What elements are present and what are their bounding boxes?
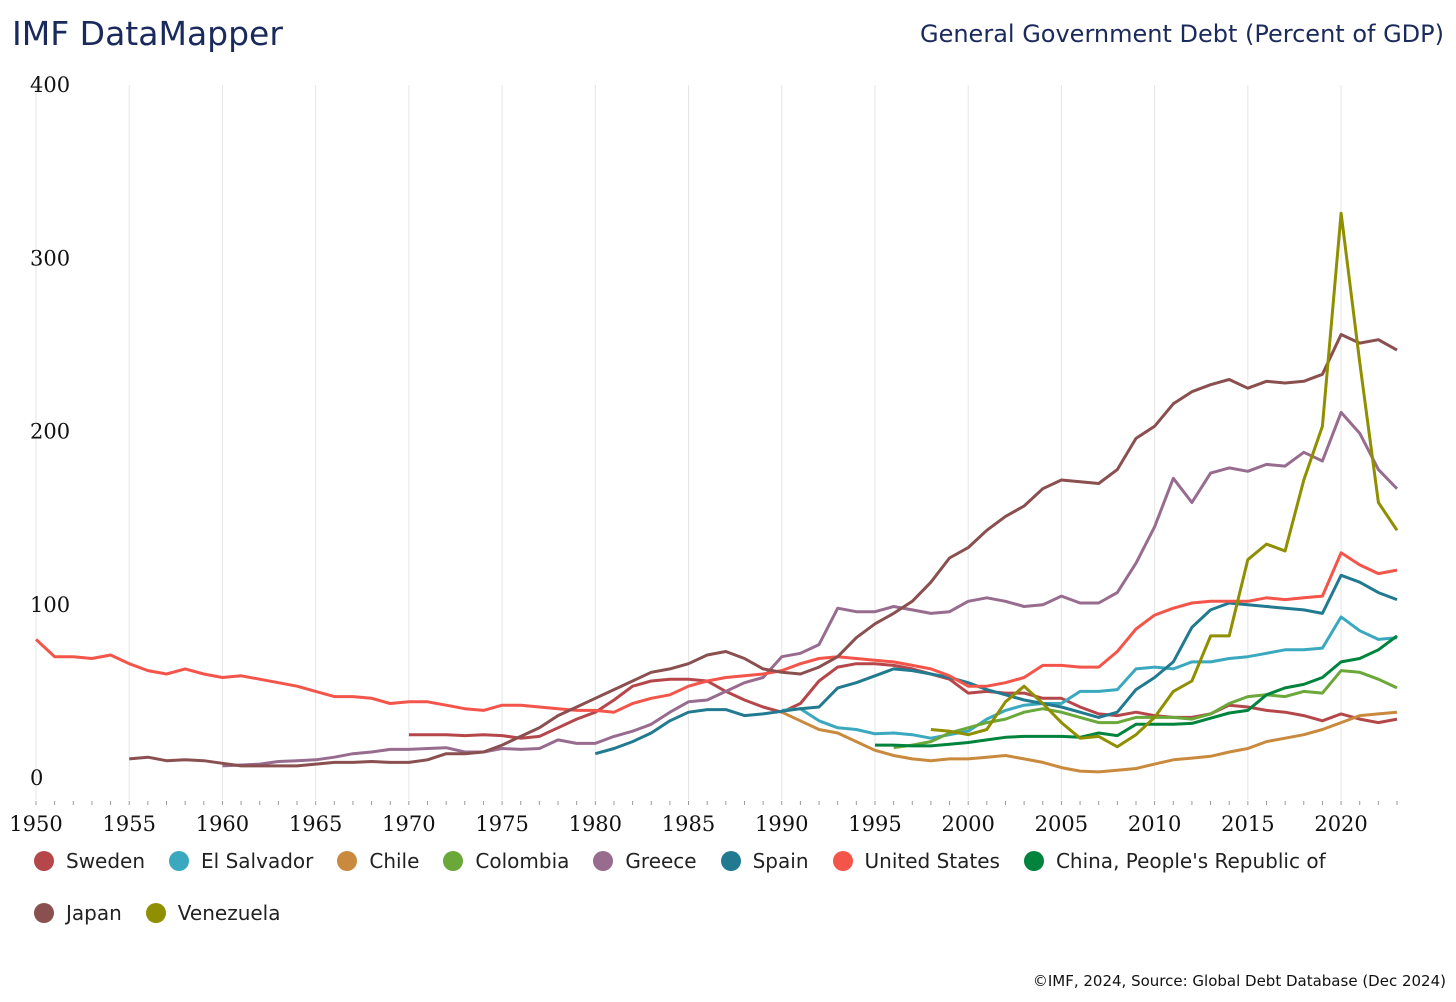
y-tick-label: 300	[30, 246, 70, 270]
legend-dot-icon	[593, 851, 614, 871]
legend-dot-icon	[34, 903, 54, 923]
x-tick-label: 1960	[196, 812, 249, 836]
gridlines	[35, 85, 1342, 800]
axes: 1950 1955 1960 1965 1970 1975 1980 1985 1990 1995…	[9, 73, 1398, 836]
legend-dot-icon	[169, 851, 190, 871]
legend-label: Japan	[66, 901, 122, 925]
y-tick-label: 400	[30, 73, 70, 97]
series-line-china-people-s-republic-of	[875, 634, 1398, 748]
legend-item[interactable]: El Salvador	[169, 848, 313, 874]
series-line-venezuela	[930, 211, 1399, 749]
x-tick-label: 2015	[1221, 812, 1274, 836]
series-line-colombia	[893, 669, 1398, 750]
legend-dot-icon	[443, 851, 464, 871]
series-lines	[34, 211, 1399, 774]
series-line-japan	[129, 333, 1398, 768]
x-tick-label: 2000	[941, 812, 994, 836]
legend-item[interactable]: China, People's Republic of	[1023, 848, 1326, 874]
chart-title: General Government Debt (Percent of GDP)	[919, 20, 1444, 48]
legend-item[interactable]: United States	[832, 848, 1000, 874]
x-tick-label: 1970	[382, 812, 435, 836]
legend-item[interactable]: Venezuela	[145, 900, 281, 926]
y-tick-label: 100	[30, 593, 70, 617]
legend-label: China, People's Republic of	[1055, 849, 1326, 873]
x-tick-label: 1995	[848, 812, 901, 836]
legend-label: Spain	[752, 849, 809, 873]
y-tick-label: 200	[30, 420, 70, 444]
x-tick-label: 2010	[1128, 812, 1181, 836]
legend-label: Sweden	[66, 849, 146, 873]
series-line-greece	[222, 410, 1399, 768]
x-tick-label: 1985	[662, 812, 715, 836]
x-tick-label: 1980	[569, 812, 622, 836]
legend-label: Greece	[625, 849, 697, 873]
series-line-chile	[781, 710, 1398, 774]
x-tick-label: 2020	[1314, 812, 1367, 836]
legend-dot-icon	[337, 851, 358, 871]
legend-label: El Salvador	[201, 849, 314, 873]
legend-dot-icon	[34, 851, 54, 871]
x-tick-label: 1955	[102, 812, 155, 836]
legend-label: Venezuela	[177, 901, 281, 925]
x-tick-label: 2005	[1035, 812, 1088, 836]
legend-label: United States	[864, 849, 1000, 873]
legend-label: Chile	[369, 849, 420, 873]
legend-item[interactable]: Colombia	[443, 848, 569, 874]
brand-title: IMF DataMapper	[12, 14, 283, 53]
series-line-united-states	[34, 551, 1398, 714]
legend-dot-icon	[145, 903, 166, 923]
legend-dot-icon	[1023, 851, 1044, 871]
series-line-spain	[594, 573, 1398, 756]
legend-item[interactable]: Spain	[720, 848, 809, 874]
legend-item[interactable]: Sweden	[34, 848, 145, 874]
source-note: ©IMF, 2024, Source: Global Debt Database…	[1032, 972, 1446, 990]
legend-item[interactable]: Japan	[34, 900, 122, 926]
series-line-el-salvador	[781, 615, 1398, 740]
series-line-sweden	[408, 662, 1398, 740]
y-tick-label: 0	[30, 766, 43, 790]
legend-dot-icon	[720, 851, 741, 871]
legend-item[interactable]: Greece	[593, 848, 697, 874]
x-tick-label: 1950	[9, 812, 62, 836]
legend-item[interactable]: Chile	[337, 848, 419, 874]
x-tick-label: 1965	[289, 812, 342, 836]
x-tick-label: 1975	[475, 812, 528, 836]
legend-dot-icon	[832, 851, 853, 871]
legend-label: Colombia	[475, 849, 570, 873]
legend: Sweden El Salvador Chile Colombia Greece Spai…	[34, 848, 1434, 926]
x-tick-label: 1990	[755, 812, 808, 836]
